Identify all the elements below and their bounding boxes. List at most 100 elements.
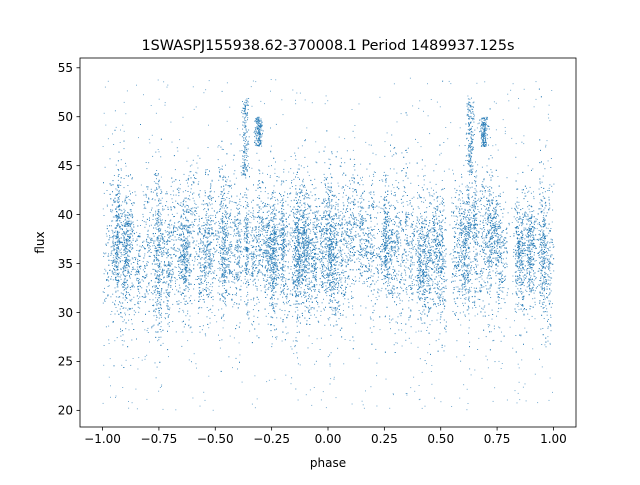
- data-point: [433, 254, 435, 256]
- data-point: [161, 312, 162, 314]
- data-point: [179, 291, 181, 293]
- data-point: [250, 235, 252, 237]
- data-point: [282, 253, 284, 255]
- data-point: [428, 275, 429, 277]
- data-point: [167, 240, 169, 242]
- data-point: [292, 254, 294, 256]
- data-point: [401, 300, 403, 302]
- data-point: [388, 201, 390, 203]
- data-point: [296, 325, 298, 327]
- data-point: [543, 236, 545, 238]
- data-point: [273, 209, 275, 211]
- data-point: [165, 248, 167, 250]
- data-point: [154, 240, 156, 242]
- data-point: [265, 224, 267, 226]
- data-point: [136, 244, 138, 246]
- data-point: [523, 313, 525, 315]
- data-point: [474, 194, 476, 196]
- data-point: [221, 237, 223, 239]
- data-point: [443, 142, 445, 143]
- data-point: [120, 204, 122, 206]
- data-point: [472, 261, 474, 263]
- data-point: [286, 298, 288, 300]
- data-point: [532, 231, 534, 233]
- data-point: [274, 251, 276, 253]
- data-point: [309, 224, 311, 225]
- data-point: [144, 206, 146, 208]
- data-point: [468, 235, 469, 237]
- data-point: [441, 283, 443, 285]
- data-point: [403, 259, 405, 261]
- data-point: [392, 232, 394, 233]
- data-point: [441, 239, 443, 240]
- data-point: [383, 275, 385, 277]
- data-point: [148, 283, 149, 285]
- data-point: [477, 206, 479, 208]
- data-point: [233, 254, 235, 256]
- data-point: [462, 288, 464, 290]
- data-point: [542, 175, 544, 177]
- data-point: [304, 237, 306, 239]
- data-point: [479, 287, 481, 289]
- data-point: [252, 309, 254, 311]
- data-point: [340, 157, 342, 159]
- data-point: [360, 210, 362, 212]
- data-point: [309, 241, 311, 243]
- data-point: [519, 250, 521, 252]
- data-point: [395, 153, 397, 155]
- data-point: [298, 303, 300, 305]
- data-point: [332, 281, 334, 282]
- data-point: [183, 173, 185, 175]
- data-point: [550, 241, 552, 243]
- data-point: [330, 186, 332, 188]
- data-point: [520, 218, 522, 220]
- data-point: [505, 275, 507, 277]
- data-point: [253, 218, 255, 220]
- data-point: [128, 314, 130, 316]
- data-point: [301, 184, 303, 186]
- data-point: [491, 264, 493, 266]
- data-point: [188, 243, 189, 245]
- data-point: [338, 272, 340, 273]
- data-point: [432, 261, 434, 263]
- data-point: [468, 203, 470, 205]
- data-point: [125, 233, 127, 235]
- data-point: [444, 260, 446, 262]
- data-point: [118, 239, 120, 240]
- data-point: [501, 231, 503, 233]
- data-point: [418, 221, 419, 223]
- data-point: [305, 248, 307, 250]
- data-point: [543, 233, 545, 235]
- data-point: [210, 273, 212, 275]
- data-point: [325, 285, 327, 287]
- data-point: [161, 235, 163, 237]
- data-point: [113, 245, 115, 247]
- data-point: [293, 213, 295, 215]
- data-point: [246, 313, 248, 315]
- data-point: [383, 198, 385, 200]
- data-point: [529, 218, 531, 219]
- data-point: [266, 284, 268, 285]
- data-point: [186, 300, 187, 302]
- data-point: [129, 260, 131, 262]
- data-point: [385, 262, 387, 264]
- data-point: [238, 235, 240, 237]
- data-point: [234, 247, 236, 249]
- data-point: [429, 246, 431, 248]
- data-point: [361, 206, 363, 208]
- data-point: [281, 196, 283, 197]
- data-point: [154, 281, 156, 283]
- data-point: [335, 201, 337, 203]
- data-point: [372, 183, 374, 185]
- data-point: [294, 259, 296, 261]
- data-point: [342, 249, 344, 251]
- data-point: [256, 335, 258, 337]
- data-point: [149, 255, 151, 257]
- data-point: [297, 193, 298, 195]
- data-point: [340, 250, 342, 252]
- data-point: [517, 278, 519, 279]
- data-point: [313, 224, 315, 226]
- data-point: [138, 267, 140, 268]
- data-point: [194, 215, 196, 217]
- data-point: [429, 298, 431, 300]
